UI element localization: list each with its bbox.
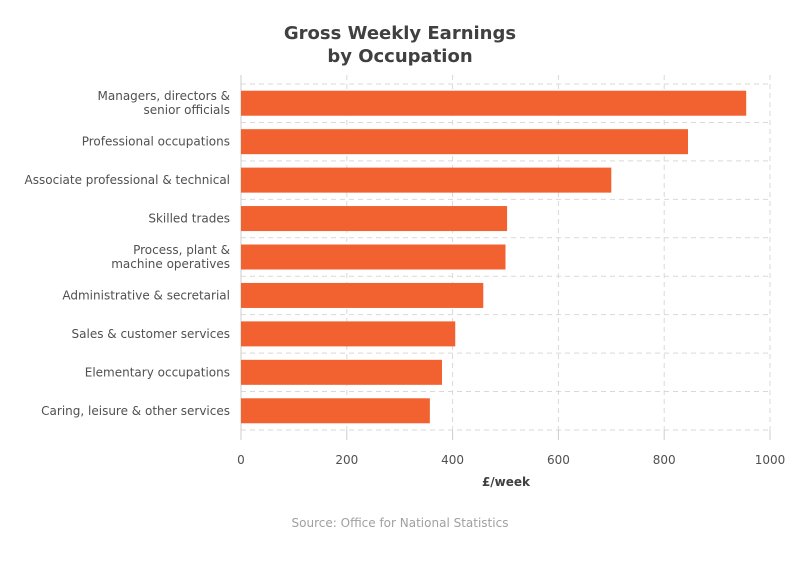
category-label: Skilled trades — [148, 212, 230, 226]
category-label: Managers, directors & — [98, 89, 231, 103]
bars — [241, 90, 747, 424]
x-tick-label: 600 — [547, 453, 570, 467]
x-tick-label: 400 — [441, 453, 464, 467]
chart-title-line: Gross Weekly Earnings — [284, 23, 516, 44]
bar — [241, 359, 443, 385]
category-label: Process, plant & — [133, 243, 230, 257]
x-tick-label: 1000 — [755, 453, 786, 467]
bar — [241, 321, 456, 347]
bar — [241, 398, 430, 424]
bar — [241, 167, 612, 193]
category-label: Associate professional & technical — [25, 173, 230, 187]
x-tick-label: 800 — [653, 453, 676, 467]
source-note: Source: Office for National Statistics — [292, 516, 509, 530]
bar — [241, 282, 484, 308]
category-label: senior officials — [144, 103, 230, 117]
category-label: Administrative & secretarial — [62, 288, 230, 302]
category-label: Caring, leisure & other services — [41, 404, 230, 418]
bar — [241, 90, 747, 116]
category-labels: Managers, directors &senior officials Pro… — [25, 89, 230, 418]
chart-title-line: by Occupation — [327, 46, 472, 67]
x-tick-label: 200 — [335, 453, 358, 467]
category-label: Sales & customer services — [72, 327, 230, 341]
x-axis-ticks: 0 200 400 600 800 1000 — [237, 430, 785, 467]
category-label: machine operatives — [111, 257, 230, 271]
category-label: Professional occupations — [82, 135, 230, 149]
bar — [241, 206, 508, 232]
x-tick-label: 0 — [237, 453, 245, 467]
bar — [241, 129, 689, 155]
category-label: Elementary occupations — [85, 365, 230, 379]
bar — [241, 244, 506, 270]
x-axis-title: £/week — [482, 475, 531, 489]
